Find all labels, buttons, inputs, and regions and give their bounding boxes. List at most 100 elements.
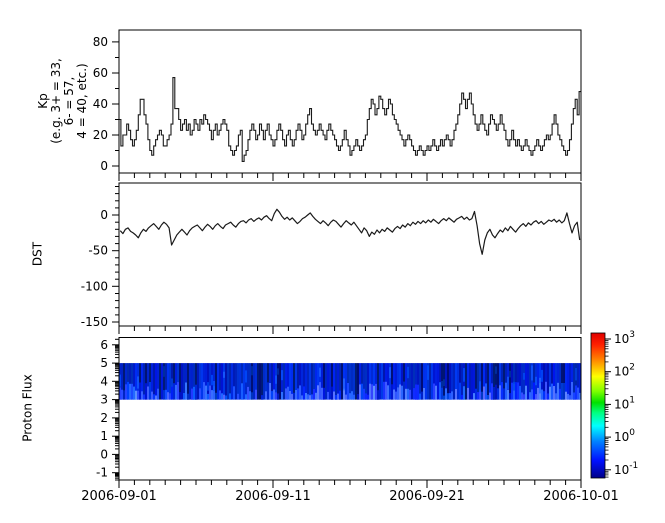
spectrogram-streak xyxy=(479,381,482,392)
spectrogram-stripe xyxy=(229,363,232,400)
spectrogram-stripe xyxy=(177,363,180,400)
spectrogram-stripe-lower xyxy=(141,391,144,400)
spectrogram-stripe xyxy=(391,363,394,400)
spectrogram-stripe-lower xyxy=(291,393,294,400)
spectrogram-stripe-lower xyxy=(193,386,196,400)
spectrogram-stripe xyxy=(503,363,506,400)
spectrogram-stripe-lower xyxy=(153,394,156,400)
spectrogram-stripe xyxy=(523,363,526,400)
spectrogram-stripe xyxy=(203,363,206,400)
spectrogram-stripe xyxy=(499,363,502,400)
spectrogram-stripe xyxy=(363,363,366,400)
spectrogram-stripe xyxy=(447,363,450,400)
spectrogram-stripe-lower xyxy=(541,389,544,400)
spectrogram-stripe-lower xyxy=(475,388,478,400)
spectrogram-stripe xyxy=(269,363,272,400)
spectrogram-stripe-lower xyxy=(373,385,376,400)
spectrogram-stripe-lower xyxy=(169,393,172,400)
spectrogram-streak xyxy=(443,379,446,387)
spectrogram-stripe-lower xyxy=(221,393,224,400)
spectrogram-stripe xyxy=(135,363,138,400)
spectrogram-stripe-lower xyxy=(119,387,122,400)
spectrogram-stripe-lower xyxy=(535,394,538,400)
spectrogram-stripe xyxy=(475,363,478,400)
spectrogram-stripe-lower xyxy=(455,389,458,400)
spectrogram-stripe-lower xyxy=(439,382,442,400)
spectrogram-stripe xyxy=(473,363,476,400)
spectrogram-stripe xyxy=(467,363,470,400)
spectrogram-stripe xyxy=(371,363,374,400)
spectrogram-stripe-lower xyxy=(151,391,154,400)
spectrogram-stripe xyxy=(517,363,520,400)
spectrogram-streak xyxy=(389,367,392,379)
spectrogram-stripe xyxy=(547,363,550,400)
spectrogram-stripe-lower xyxy=(387,385,390,400)
spectrogram-stripe-lower xyxy=(519,385,522,400)
spectrogram-stripe xyxy=(215,363,218,400)
spectrogram-stripe xyxy=(423,363,426,400)
spectrogram-stripe xyxy=(147,363,150,400)
spectrogram-stripe xyxy=(283,363,286,400)
spectrogram-stripe-lower xyxy=(315,392,318,400)
spectrogram-stripe-lower xyxy=(501,382,504,400)
spectrogram-stripe-lower xyxy=(121,389,124,400)
spectrogram-stripe-lower xyxy=(433,383,436,400)
spectrogram-stripe xyxy=(561,363,564,400)
spectrogram-stripe xyxy=(459,363,462,400)
spectrogram-stripe-lower xyxy=(135,390,138,400)
spectrogram-stripe-lower xyxy=(191,388,194,400)
proton-ytick-label: 3 xyxy=(100,393,108,407)
spectrogram-stripe-lower xyxy=(347,383,350,400)
spectrogram-stripe xyxy=(543,363,546,400)
spectrogram-stripe xyxy=(261,363,264,400)
spectrogram-stripe xyxy=(449,363,452,400)
spectrogram-stripe xyxy=(197,363,200,400)
spectrogram-stripe-lower xyxy=(211,390,214,400)
spectrogram-stripe xyxy=(219,363,222,400)
spectrogram-stripe-lower xyxy=(277,393,280,400)
spectrogram-stripe xyxy=(493,363,496,400)
spectrogram-stripe-lower xyxy=(481,391,484,400)
spectrogram-stripe xyxy=(131,363,134,400)
spectrogram-stripe xyxy=(237,363,240,400)
spectrogram-stripe-lower xyxy=(371,384,374,400)
spectrogram-stripe-lower xyxy=(509,393,512,400)
spectrogram-stripe-lower xyxy=(363,388,366,400)
spectrogram-streak xyxy=(319,367,322,377)
spectrogram-stripe xyxy=(491,363,494,400)
spectrogram-stripe-lower xyxy=(377,390,380,400)
proton-ytick-label: 4 xyxy=(100,374,108,388)
spectrogram-streak xyxy=(541,369,544,382)
spectrogram-stripe xyxy=(515,363,518,400)
spectrogram-stripe xyxy=(501,363,504,400)
spectrogram-streak xyxy=(211,374,214,386)
spectrogram-stripe xyxy=(403,363,406,400)
spectrogram-stripe xyxy=(329,363,332,400)
spectrogram-stripe xyxy=(357,363,360,400)
dst-ytick-label: 0 xyxy=(100,208,108,222)
spectrogram-stripe-lower xyxy=(537,387,540,400)
spectrogram-stripe-lower xyxy=(139,382,142,400)
spectrogram-stripe-lower xyxy=(327,391,330,400)
dst-ytick-label: -50 xyxy=(88,244,108,258)
spectrogram-stripe xyxy=(265,363,268,400)
spectrogram-stripe-lower xyxy=(529,392,532,400)
spectrogram-stripe-lower xyxy=(459,382,462,400)
spectrogram-stripe-lower xyxy=(305,393,308,400)
spectrogram-stripe xyxy=(415,363,418,400)
spectrogram-stripe-lower xyxy=(333,391,336,400)
spectrogram-stripe-lower xyxy=(401,385,404,400)
spectrogram-stripe-lower xyxy=(249,391,252,400)
spectrogram-streak xyxy=(539,377,542,394)
spectrogram-stripe-lower xyxy=(199,388,202,400)
spectrogram-stripe xyxy=(445,363,448,400)
spectrogram-stripe xyxy=(387,363,390,400)
spectrogram-stripe-lower xyxy=(331,386,334,400)
spectrogram-streak xyxy=(245,370,248,383)
spectrogram-stripe xyxy=(161,363,164,400)
spectrogram-stripe-lower xyxy=(435,385,438,400)
spectrogram-stripe-lower xyxy=(131,383,134,400)
spectrogram-stripe-lower xyxy=(493,387,496,400)
spectrogram-stripe-lower xyxy=(213,386,216,400)
spectrogram-stripe-lower xyxy=(229,393,232,400)
